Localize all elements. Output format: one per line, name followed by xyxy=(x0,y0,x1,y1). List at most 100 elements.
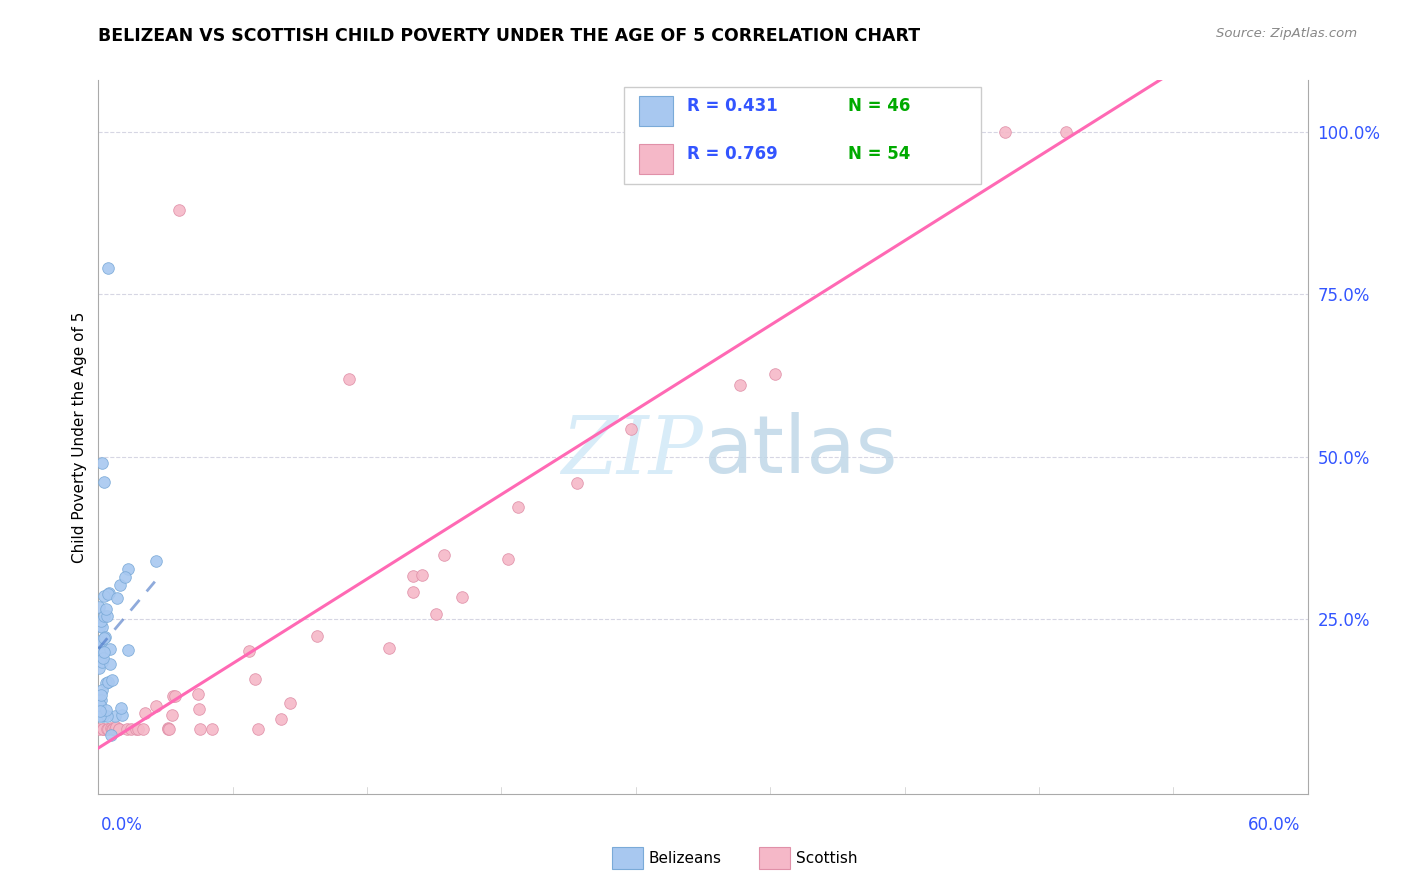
Point xyxy=(96,722,118,736)
Text: R = 0.769: R = 0.769 xyxy=(688,145,778,163)
FancyBboxPatch shape xyxy=(624,87,981,184)
Point xyxy=(117,562,139,576)
Point xyxy=(97,674,120,689)
Point xyxy=(94,703,117,717)
Point xyxy=(246,722,269,736)
Point xyxy=(156,722,179,736)
Point xyxy=(238,644,260,658)
Point xyxy=(100,721,122,735)
Point xyxy=(243,672,266,686)
Point xyxy=(89,646,111,660)
Point xyxy=(156,721,179,735)
Point xyxy=(98,657,121,672)
Point xyxy=(120,722,142,736)
Bar xyxy=(638,145,673,174)
Point xyxy=(96,709,118,723)
Point xyxy=(96,608,118,623)
Point xyxy=(565,475,588,490)
Point xyxy=(89,705,111,719)
Point xyxy=(97,722,120,736)
Text: 0.0%: 0.0% xyxy=(101,816,143,834)
Point xyxy=(91,655,114,669)
Point xyxy=(93,475,115,490)
Point xyxy=(728,378,751,392)
Point xyxy=(101,722,124,736)
Point xyxy=(89,709,111,723)
Point xyxy=(90,693,112,707)
Point xyxy=(91,620,114,634)
Point xyxy=(620,422,643,436)
Point xyxy=(90,614,112,628)
Point xyxy=(101,673,124,687)
Text: 60.0%: 60.0% xyxy=(1249,816,1301,834)
Text: R = 0.431: R = 0.431 xyxy=(688,96,778,115)
Text: ZIP: ZIP xyxy=(561,413,703,490)
Point xyxy=(90,635,112,649)
Point xyxy=(104,709,127,723)
Point xyxy=(114,570,136,584)
Point xyxy=(91,682,114,697)
Point xyxy=(101,722,124,736)
Point xyxy=(188,722,211,736)
Point xyxy=(90,688,112,702)
Text: atlas: atlas xyxy=(703,412,897,491)
Point xyxy=(994,125,1017,139)
Point xyxy=(110,578,132,592)
Point xyxy=(93,609,115,624)
Point xyxy=(104,720,127,734)
Point xyxy=(145,698,167,713)
Point xyxy=(157,722,180,736)
Point xyxy=(97,587,120,601)
Point xyxy=(91,651,114,665)
Point xyxy=(96,601,118,615)
Point xyxy=(411,567,433,582)
Point xyxy=(145,554,167,568)
Point xyxy=(87,600,110,615)
Point xyxy=(100,642,122,657)
Point xyxy=(187,687,209,701)
Text: Belizeans: Belizeans xyxy=(648,851,721,865)
Point xyxy=(763,367,786,381)
Text: Source: ZipAtlas.com: Source: ZipAtlas.com xyxy=(1216,27,1357,40)
Point xyxy=(270,712,292,726)
Point xyxy=(115,722,138,736)
Point xyxy=(934,125,956,139)
Point xyxy=(433,548,456,562)
Text: N = 46: N = 46 xyxy=(848,96,911,115)
Point xyxy=(127,722,149,736)
Point xyxy=(125,722,148,736)
Point xyxy=(91,709,114,723)
Point xyxy=(425,607,447,621)
Point xyxy=(134,706,156,720)
Point xyxy=(167,202,190,217)
Point xyxy=(506,500,529,515)
Bar xyxy=(638,96,673,126)
Y-axis label: Child Poverty Under the Age of 5: Child Poverty Under the Age of 5 xyxy=(72,311,87,563)
Point xyxy=(87,722,110,736)
Point xyxy=(93,630,115,644)
Point xyxy=(105,591,128,605)
Point xyxy=(89,698,111,712)
Point xyxy=(111,708,134,723)
Text: BELIZEAN VS SCOTTISH CHILD POVERTY UNDER THE AGE OF 5 CORRELATION CHART: BELIZEAN VS SCOTTISH CHILD POVERTY UNDER… xyxy=(98,27,921,45)
Point xyxy=(91,722,114,736)
Point xyxy=(97,261,120,276)
Point xyxy=(110,701,132,715)
Point xyxy=(91,456,114,470)
Point xyxy=(853,125,876,139)
Point xyxy=(450,590,472,604)
Point xyxy=(93,589,115,603)
Point xyxy=(201,722,224,736)
Point xyxy=(401,584,423,599)
Point xyxy=(162,689,184,703)
Point xyxy=(337,372,360,386)
Point xyxy=(132,722,155,736)
Point xyxy=(165,689,187,703)
Point xyxy=(100,729,122,743)
Point xyxy=(278,696,301,710)
Point xyxy=(1054,125,1077,139)
Point xyxy=(108,722,131,736)
Point xyxy=(87,661,110,675)
Point xyxy=(108,722,131,736)
Point xyxy=(496,552,519,566)
